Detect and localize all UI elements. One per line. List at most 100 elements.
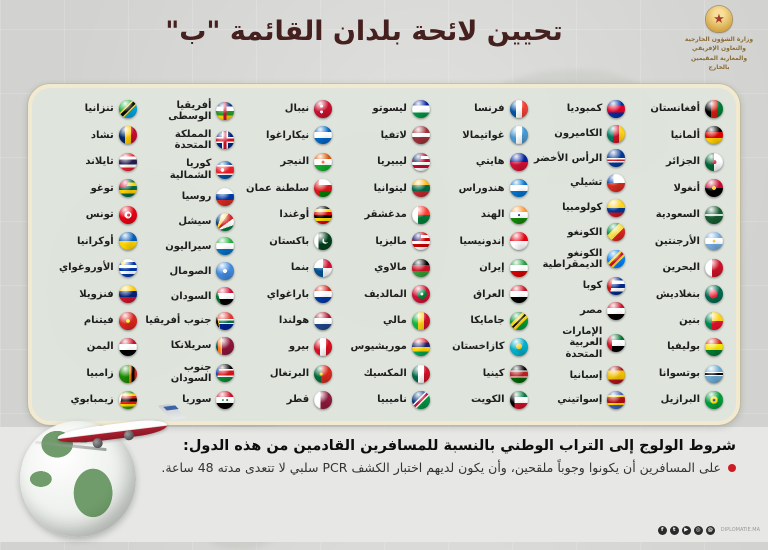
country-item: ليسوتو	[338, 100, 430, 118]
country-item: غواتيمالا	[436, 126, 528, 145]
country-label: بنما	[290, 262, 310, 274]
country-label: فيتنام	[83, 315, 114, 327]
website-icon[interactable]: @	[705, 526, 715, 535]
flag-icon	[314, 311, 333, 330]
country-item: ألمانيا	[631, 126, 723, 145]
country-label: تشيلي	[570, 177, 603, 189]
country-label: بوتسوانا	[658, 367, 700, 379]
flag-icon	[705, 179, 723, 198]
country-label: بيرو	[288, 341, 310, 353]
country-label: أوغندا	[279, 209, 310, 221]
country-label: الجزائر	[665, 156, 700, 168]
country-item: بنين	[631, 311, 723, 330]
flag-icon	[314, 126, 333, 145]
flag-icon	[314, 232, 333, 251]
flag-icon	[216, 212, 235, 231]
country-label: النيجر	[280, 156, 310, 168]
country-label: هولندا	[278, 315, 310, 327]
countries-grid: أفغانستان ألمانيا الجزائر أنغولا السعودية الأ…	[45, 100, 723, 409]
flag-icon	[607, 250, 626, 269]
flag-icon	[411, 179, 430, 198]
ministry-line: والمغاربة المقيمين بالخارج	[690, 54, 748, 71]
country-label: سيراليون	[165, 240, 212, 252]
flag-icon	[705, 258, 723, 277]
flag-icon	[411, 390, 430, 409]
ministry-logo: ★ وزارة الشؤون الخارجية والتعاون الإفريق…	[680, 6, 758, 72]
twitter-icon[interactable]: t	[669, 526, 679, 535]
country-label: بنغلاديش	[655, 288, 700, 300]
flag-icon	[216, 187, 235, 206]
country-label: نيكاراغوا	[266, 129, 310, 141]
country-label: كوبا	[582, 280, 603, 292]
ministry-name: وزارة الشؤون الخارجية والتعاون الإفريقي …	[680, 35, 758, 72]
airplane-fuselage	[56, 417, 168, 446]
country-item: جنوب السودان	[143, 362, 235, 384]
country-item: كمبوديا	[534, 100, 626, 118]
country-label: مالاوي	[374, 262, 407, 274]
country-item: بنغلاديش	[631, 285, 723, 304]
country-item: ليتوانيا	[338, 179, 430, 198]
country-column-3: فرنسا غواتيمالا هايتي هندوراس الهند إندونيسيا…	[436, 100, 528, 409]
country-label: إسبانيا	[569, 369, 603, 381]
country-column-2: كمبوديا الكاميرون الرأس الأخضر تشيلي كولومبي…	[534, 100, 626, 409]
flag-icon	[216, 131, 235, 150]
country-item: الجزائر	[631, 152, 723, 171]
country-item: المملكة المتحدة	[143, 129, 235, 151]
flag-icon	[705, 152, 723, 171]
country-item: لاتفيا	[338, 126, 430, 145]
country-item: فرنسا	[436, 100, 528, 118]
country-item: جامايكا	[436, 311, 528, 330]
country-label: زامبيا	[86, 367, 114, 379]
flag-icon	[314, 285, 333, 304]
flag-icon	[509, 152, 528, 171]
flag-icon	[314, 152, 333, 171]
flag-icon	[607, 149, 626, 168]
country-label: العراق	[473, 288, 505, 300]
flag-icon	[118, 126, 137, 145]
flag-icon	[607, 124, 626, 143]
country-item: العراق	[436, 285, 528, 304]
country-label: كينيا	[482, 367, 505, 379]
conditions-bullet-text: على المسافرين أن يكونوا وجوباً ملقحين، و…	[161, 460, 721, 475]
country-item: الكونغو الديمقراطية	[534, 248, 626, 270]
flag-icon	[411, 258, 430, 277]
country-label: السودان	[170, 290, 212, 302]
country-item: سيراليون	[143, 237, 235, 256]
country-label: غواتيمالا	[462, 129, 505, 141]
flag-icon	[118, 179, 137, 198]
country-label: الهند	[480, 209, 505, 221]
country-item: تنزانيا	[45, 100, 137, 118]
flag-icon	[411, 100, 430, 118]
flag-icon	[118, 364, 137, 383]
flag-icon	[607, 100, 626, 118]
flag-icon	[118, 285, 137, 304]
country-item: جنوب أفريقيا	[143, 312, 235, 330]
youtube-icon[interactable]: ▶	[681, 526, 691, 535]
country-item: النيجر	[240, 152, 333, 171]
flag-icon	[509, 311, 528, 330]
flag-icon	[705, 126, 723, 145]
flag-icon	[705, 100, 723, 118]
country-label: البحرين	[662, 262, 700, 274]
country-item: روسيا	[143, 187, 235, 206]
flag-icon	[118, 232, 137, 251]
country-item: تشيلي	[534, 173, 626, 192]
country-label: هايتي	[475, 156, 505, 168]
country-item: قطر	[240, 390, 333, 409]
flag-icon	[705, 364, 723, 383]
instagram-icon[interactable]: ◎	[693, 526, 703, 535]
flag-icon	[509, 390, 528, 409]
flag-icon	[607, 366, 626, 385]
country-item: الكويت	[436, 390, 528, 409]
flag-icon	[216, 160, 235, 179]
facebook-icon[interactable]: f	[657, 526, 667, 535]
country-label: كولومبيا	[562, 201, 603, 213]
flag-icon	[411, 232, 430, 251]
flag-icon	[118, 311, 137, 330]
coat-of-arms-icon: ★	[706, 6, 732, 32]
country-item: بنما	[240, 258, 333, 277]
country-label: اليمن	[86, 341, 114, 353]
country-label: ليسوتو	[372, 103, 407, 115]
country-item: أنغولا	[631, 179, 723, 198]
flag-icon	[216, 312, 235, 330]
